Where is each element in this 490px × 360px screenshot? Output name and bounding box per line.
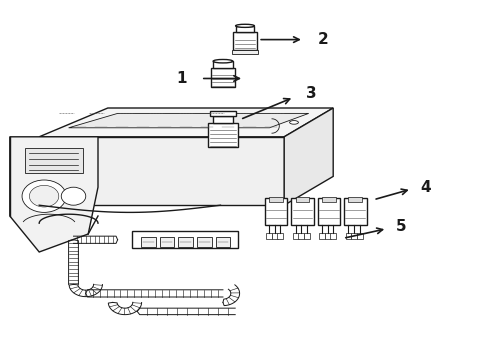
Bar <box>298 233 304 239</box>
Circle shape <box>29 185 59 207</box>
Bar <box>216 237 230 247</box>
Text: 4: 4 <box>420 180 431 195</box>
Bar <box>330 233 336 239</box>
Bar <box>357 233 363 239</box>
Bar <box>265 198 287 225</box>
Ellipse shape <box>213 59 233 63</box>
Bar <box>269 197 283 202</box>
Bar <box>211 68 235 87</box>
Bar <box>236 26 254 32</box>
Text: 1: 1 <box>176 71 187 86</box>
Bar <box>266 233 272 239</box>
Bar <box>318 198 340 225</box>
Bar <box>272 233 278 239</box>
Text: 3: 3 <box>306 86 317 101</box>
Text: 5: 5 <box>395 219 406 234</box>
Bar <box>213 116 233 123</box>
Ellipse shape <box>236 24 254 27</box>
Bar <box>322 197 336 202</box>
Polygon shape <box>10 137 98 252</box>
Circle shape <box>61 187 86 205</box>
Bar <box>304 233 310 239</box>
Bar <box>295 197 309 202</box>
Bar <box>291 198 314 225</box>
Bar <box>319 233 325 239</box>
Bar <box>293 233 298 239</box>
Bar <box>345 233 351 239</box>
Ellipse shape <box>290 121 298 124</box>
Polygon shape <box>39 108 333 137</box>
Bar <box>277 233 283 239</box>
Bar <box>351 233 357 239</box>
Bar <box>178 237 193 247</box>
Bar <box>233 32 257 50</box>
Polygon shape <box>39 137 284 205</box>
Text: 2: 2 <box>318 32 329 47</box>
Polygon shape <box>284 108 333 205</box>
Bar <box>348 197 362 202</box>
Bar <box>132 231 238 248</box>
Polygon shape <box>69 113 309 128</box>
Bar <box>210 111 236 116</box>
Bar <box>325 233 331 239</box>
Bar <box>213 61 233 68</box>
Polygon shape <box>24 148 83 173</box>
Bar <box>232 50 258 54</box>
Bar <box>197 237 212 247</box>
Bar <box>208 123 238 147</box>
Bar <box>160 237 174 247</box>
Bar <box>344 198 367 225</box>
Circle shape <box>22 180 66 212</box>
Bar <box>141 237 156 247</box>
